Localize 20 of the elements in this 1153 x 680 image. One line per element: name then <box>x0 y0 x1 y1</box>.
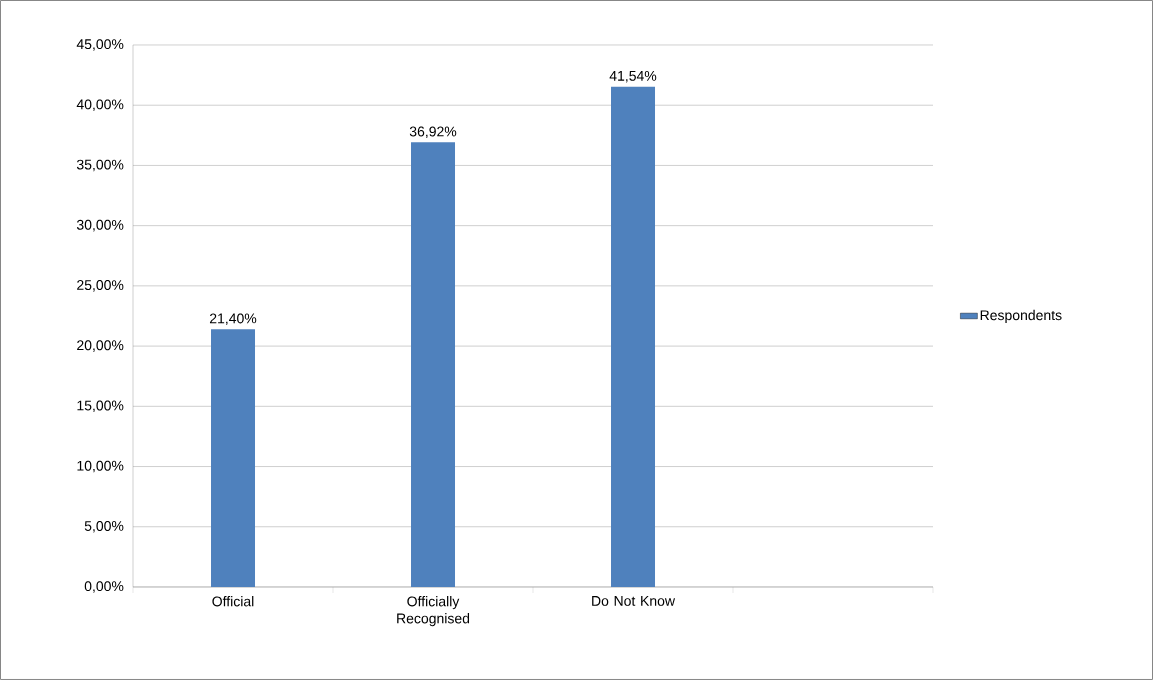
x-tick-label: Official <box>212 596 254 607</box>
y-tick-label: 20,00% <box>77 340 124 352</box>
y-tick-label: 35,00% <box>76 159 124 172</box>
x-tick-label: Officially Recognised <box>397 596 470 627</box>
bar <box>611 86 656 587</box>
x-tick-label: Do Not Know <box>592 596 676 606</box>
y-tick-label: 45,00% <box>76 39 124 51</box>
bar <box>411 142 456 587</box>
y-tick-label: 0,00% <box>84 581 124 593</box>
legend-label: Respondents <box>980 309 1062 323</box>
data-label: 21,40% <box>209 313 257 326</box>
bar <box>211 329 256 587</box>
data-label: 36,92% <box>409 126 457 139</box>
y-tick-label: 15,00% <box>77 400 124 413</box>
y-tick-label: 40,00% <box>76 99 124 111</box>
y-tick-label: 5,00% <box>84 520 124 533</box>
y-tick-label: 25,00% <box>77 280 124 292</box>
y-tick-label: 30,00% <box>76 219 124 232</box>
data-label: 41,54% <box>609 70 657 83</box>
y-tick-label: 10,00% <box>77 460 124 473</box>
